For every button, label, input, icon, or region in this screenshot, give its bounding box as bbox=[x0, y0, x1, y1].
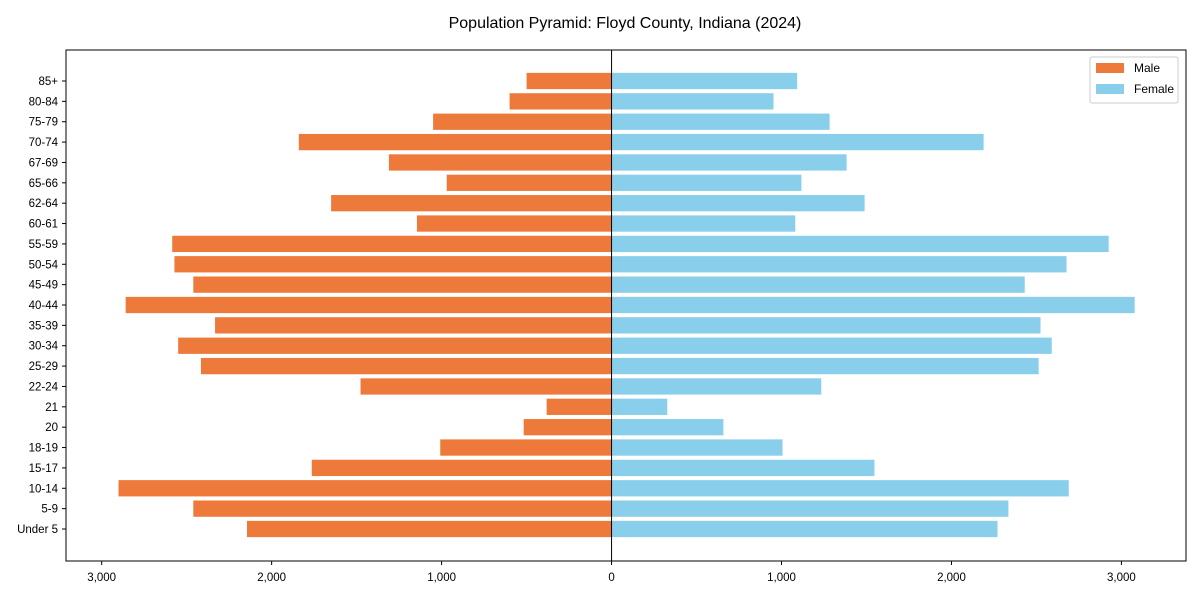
x-tick-label: 2,000 bbox=[257, 572, 286, 584]
bar-male-30-34 bbox=[178, 337, 612, 354]
bar-male-22-24 bbox=[360, 378, 612, 395]
bar-female-75-79 bbox=[611, 113, 830, 130]
bar-female-under-5 bbox=[611, 520, 998, 538]
bar-female-62-64 bbox=[611, 195, 865, 212]
bar-male-45-49 bbox=[193, 276, 612, 293]
y-tick-label: 65-66 bbox=[29, 178, 58, 190]
legend-swatch-male bbox=[1096, 63, 1124, 73]
bar-female-25-29 bbox=[611, 357, 1039, 375]
y-tick-label: 75-79 bbox=[29, 117, 58, 129]
x-tick-label: 0 bbox=[608, 572, 614, 584]
y-tick-label: 20 bbox=[45, 422, 58, 434]
y-tick-label: 35-39 bbox=[29, 320, 58, 332]
bar-female-22-24 bbox=[611, 378, 822, 395]
bar-male-60-61 bbox=[416, 215, 612, 232]
y-tick-label: 18-19 bbox=[29, 443, 58, 455]
bar-female-30-34 bbox=[611, 337, 1052, 354]
bar-male-20 bbox=[523, 419, 612, 436]
y-tick-label: 70-74 bbox=[29, 137, 59, 149]
y-tick-label: 25-29 bbox=[29, 361, 58, 373]
y-tick-label: 45-49 bbox=[29, 280, 58, 292]
bar-female-60-61 bbox=[611, 215, 796, 232]
bar-female-50-54 bbox=[611, 256, 1067, 273]
x-tick-label: 2,000 bbox=[937, 572, 966, 584]
y-tick-label: 40-44 bbox=[29, 300, 59, 312]
y-tick-label: 50-54 bbox=[29, 259, 59, 271]
bar-male-55-59 bbox=[172, 235, 612, 253]
y-tick-label: 80-84 bbox=[29, 96, 59, 108]
y-tick-label: 30-34 bbox=[29, 341, 59, 353]
legend: Male Female bbox=[1089, 56, 1179, 104]
y-tick-label: 15-17 bbox=[29, 463, 58, 475]
x-tick-label: 1,000 bbox=[427, 572, 456, 584]
y-tick-label: 5-9 bbox=[41, 504, 58, 516]
y-axis: 85+ 80-84 75-79 70-74 67-69 65-66 62-64 60-61 55… bbox=[17, 76, 66, 536]
y-tick-label: 67-69 bbox=[29, 157, 58, 169]
bar-male-65-66 bbox=[446, 174, 612, 191]
bar-female-70-74 bbox=[611, 133, 984, 151]
bar-male-10-14 bbox=[118, 480, 612, 497]
bar-male-50-54 bbox=[174, 256, 612, 273]
bar-female-40-44 bbox=[611, 296, 1135, 314]
bar-male-under-5 bbox=[247, 520, 612, 538]
bar-male-15-17 bbox=[311, 459, 612, 477]
x-tick-label: 3,000 bbox=[87, 572, 116, 584]
bar-female-80-84 bbox=[611, 93, 774, 110]
bar-male-5-9 bbox=[193, 500, 612, 517]
bar-female-18-19 bbox=[611, 439, 783, 456]
bars-group bbox=[118, 72, 1135, 538]
bar-female-21 bbox=[611, 398, 668, 415]
bar-male-18-19 bbox=[440, 439, 612, 456]
legend-label-female: Female bbox=[1134, 82, 1174, 96]
bar-male-80-84 bbox=[509, 93, 612, 110]
bar-male-62-64 bbox=[331, 195, 612, 212]
x-tick-label: 1,000 bbox=[767, 572, 796, 584]
y-tick-label: 21 bbox=[45, 402, 58, 414]
bar-male-85- bbox=[526, 72, 612, 90]
legend-swatch-female bbox=[1096, 84, 1124, 94]
x-tick-label: 3,000 bbox=[1107, 572, 1136, 584]
bar-male-35-39 bbox=[215, 317, 612, 334]
y-tick-label: 55-59 bbox=[29, 239, 58, 251]
legend-label-male: Male bbox=[1134, 61, 1160, 75]
chart-title: Population Pyramid: Floyd County, Indian… bbox=[449, 15, 802, 32]
bar-male-40-44 bbox=[125, 296, 612, 314]
bar-male-25-29 bbox=[200, 357, 612, 375]
x-axis: 3,000 2,000 1,000 0 1,000 2,000 3,000 bbox=[87, 561, 1136, 584]
y-tick-label: 10-14 bbox=[29, 483, 59, 495]
bar-female-55-59 bbox=[611, 235, 1109, 253]
bar-female-10-14 bbox=[611, 480, 1069, 497]
bar-male-21 bbox=[546, 398, 612, 415]
bar-female-67-69 bbox=[611, 154, 847, 171]
y-tick-label: 60-61 bbox=[29, 219, 58, 231]
bar-male-75-79 bbox=[433, 113, 612, 130]
y-tick-label: 62-64 bbox=[29, 198, 59, 210]
bar-male-67-69 bbox=[388, 154, 612, 171]
bar-female-65-66 bbox=[611, 174, 802, 191]
y-tick-label: 85+ bbox=[38, 76, 58, 88]
y-tick-label: 22-24 bbox=[29, 381, 59, 393]
bar-male-70-74 bbox=[298, 133, 612, 151]
bar-female-45-49 bbox=[611, 276, 1025, 293]
bar-female-35-39 bbox=[611, 317, 1041, 334]
bar-female-20 bbox=[611, 419, 724, 436]
bar-female-85- bbox=[611, 72, 798, 90]
bar-female-5-9 bbox=[611, 500, 1009, 517]
bar-female-15-17 bbox=[611, 459, 875, 477]
y-tick-label: Under 5 bbox=[17, 524, 58, 536]
